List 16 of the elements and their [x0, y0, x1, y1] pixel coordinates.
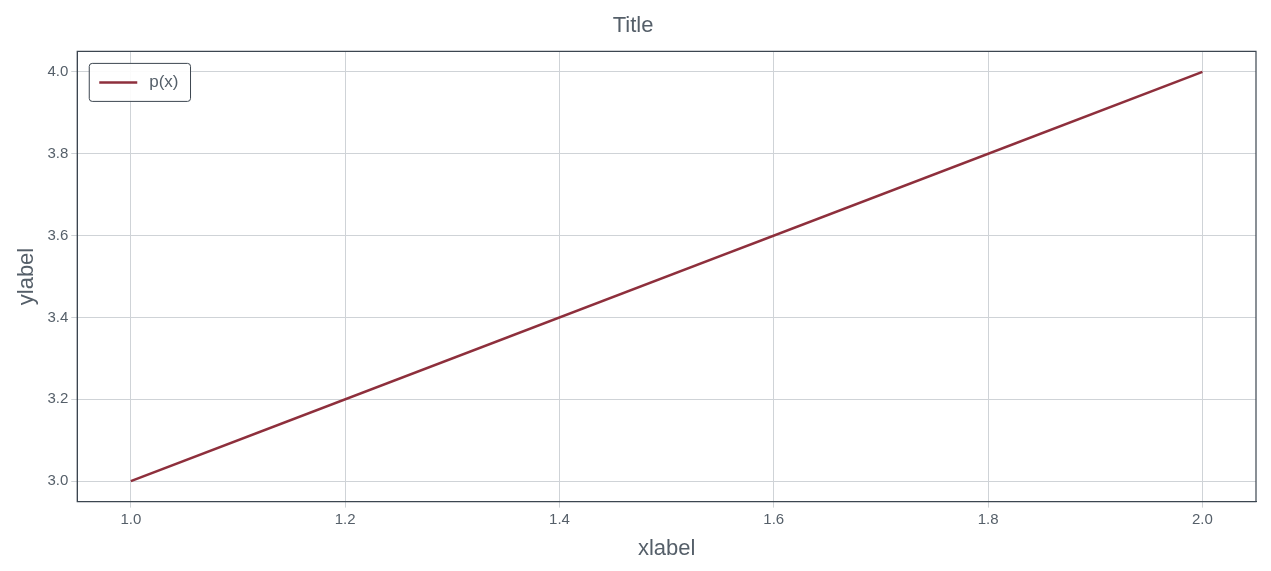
- y-tick-label: 3.4: [47, 307, 69, 325]
- x-tick-label: 1.0: [120, 509, 142, 527]
- legend-label: p(x): [149, 72, 179, 92]
- y-tick-label: 4.0: [47, 62, 69, 79]
- y-axis-title: ylabel: [13, 247, 39, 306]
- x-tick-label: 1.2: [334, 509, 356, 527]
- y-tick-label: 3.6: [47, 225, 69, 243]
- y-tick-label: 3.8: [47, 143, 69, 161]
- x-tick-label: 2.0: [1191, 509, 1213, 527]
- chart-title: Title: [612, 12, 654, 38]
- y-tick-label: 3.2: [47, 389, 69, 407]
- x-tick-label: 1.8: [977, 509, 999, 527]
- x-tick-label: 1.4: [549, 509, 570, 527]
- x-tick-label: 1.6: [763, 509, 785, 527]
- x-axis-title: xlabel: [637, 534, 696, 560]
- y-tick-label: 3.0: [47, 471, 69, 489]
